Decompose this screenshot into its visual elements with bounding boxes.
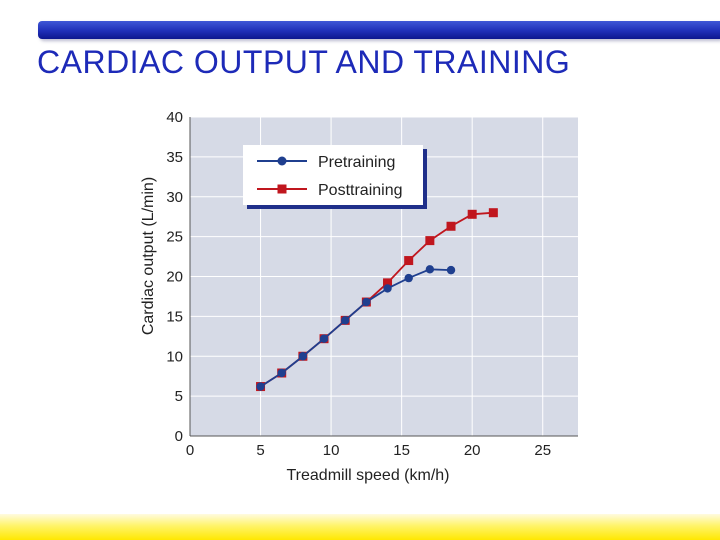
- data-point-pretraining: [362, 297, 371, 307]
- legend-posttraining-marker: [277, 184, 287, 194]
- x-axis-title: Treadmill speed (km/h): [286, 467, 449, 484]
- y-tick-label: 25: [166, 229, 183, 246]
- legend-pretraining-label: Pretraining: [318, 154, 395, 171]
- x-tick-label: 0: [186, 442, 194, 459]
- data-point-pretraining: [341, 316, 350, 325]
- series-line-pretraining: [260, 268, 452, 388]
- data-point-posttraining: [446, 221, 456, 231]
- x-tick-label: 20: [464, 442, 481, 459]
- legend-item-pretraining: Pretraining: [257, 154, 395, 171]
- y-tick-label: 10: [166, 348, 183, 365]
- data-point-posttraining: [467, 209, 477, 219]
- data-point-pretraining: [404, 273, 413, 283]
- data-point-pretraining: [446, 265, 456, 275]
- legend-item-posttraining: Posttraining: [257, 182, 403, 199]
- footer-accent-bar: [0, 514, 720, 540]
- legend-pretraining-marker: [277, 156, 287, 166]
- y-tick-label: 15: [166, 308, 183, 325]
- data-point-pretraining: [277, 368, 286, 378]
- legend-box: [243, 145, 423, 205]
- y-tick-label: 40: [166, 109, 183, 126]
- slide-title: CARDIAC OUTPUT AND TRAINING: [37, 44, 571, 80]
- data-point-pretraining: [319, 334, 329, 343]
- legend: Pretraining Posttraining: [243, 145, 427, 209]
- y-tick-label: 5: [175, 388, 183, 405]
- tick-labels: 0 5 10 15 20 25 30 35 40 0 5 10 15 20 25: [166, 109, 551, 459]
- y-axis-title: Cardiac output (L/min): [140, 177, 157, 335]
- data-point-posttraining: [404, 256, 414, 266]
- data-point-pretraining: [256, 382, 265, 391]
- legend-posttraining-label: Posttraining: [318, 182, 403, 199]
- x-tick-label: 15: [393, 442, 410, 459]
- data-point-posttraining: [425, 236, 435, 246]
- data-point-pretraining: [425, 265, 435, 274]
- data-point-posttraining: [383, 278, 393, 288]
- axes: [189, 117, 578, 437]
- y-tick-label: 30: [166, 189, 183, 206]
- data-series: [256, 208, 498, 392]
- title-accent-bar: [38, 21, 720, 39]
- data-point-pretraining: [298, 352, 308, 361]
- data-point-pretraining: [383, 284, 392, 293]
- y-tick-label: 20: [166, 269, 183, 286]
- x-tick-label: 25: [534, 442, 551, 459]
- x-tick-label: 10: [323, 442, 340, 459]
- y-tick-label: 35: [166, 149, 183, 166]
- x-tick-label: 5: [256, 442, 264, 459]
- y-tick-label: 0: [175, 428, 183, 445]
- data-point-posttraining: [488, 208, 498, 218]
